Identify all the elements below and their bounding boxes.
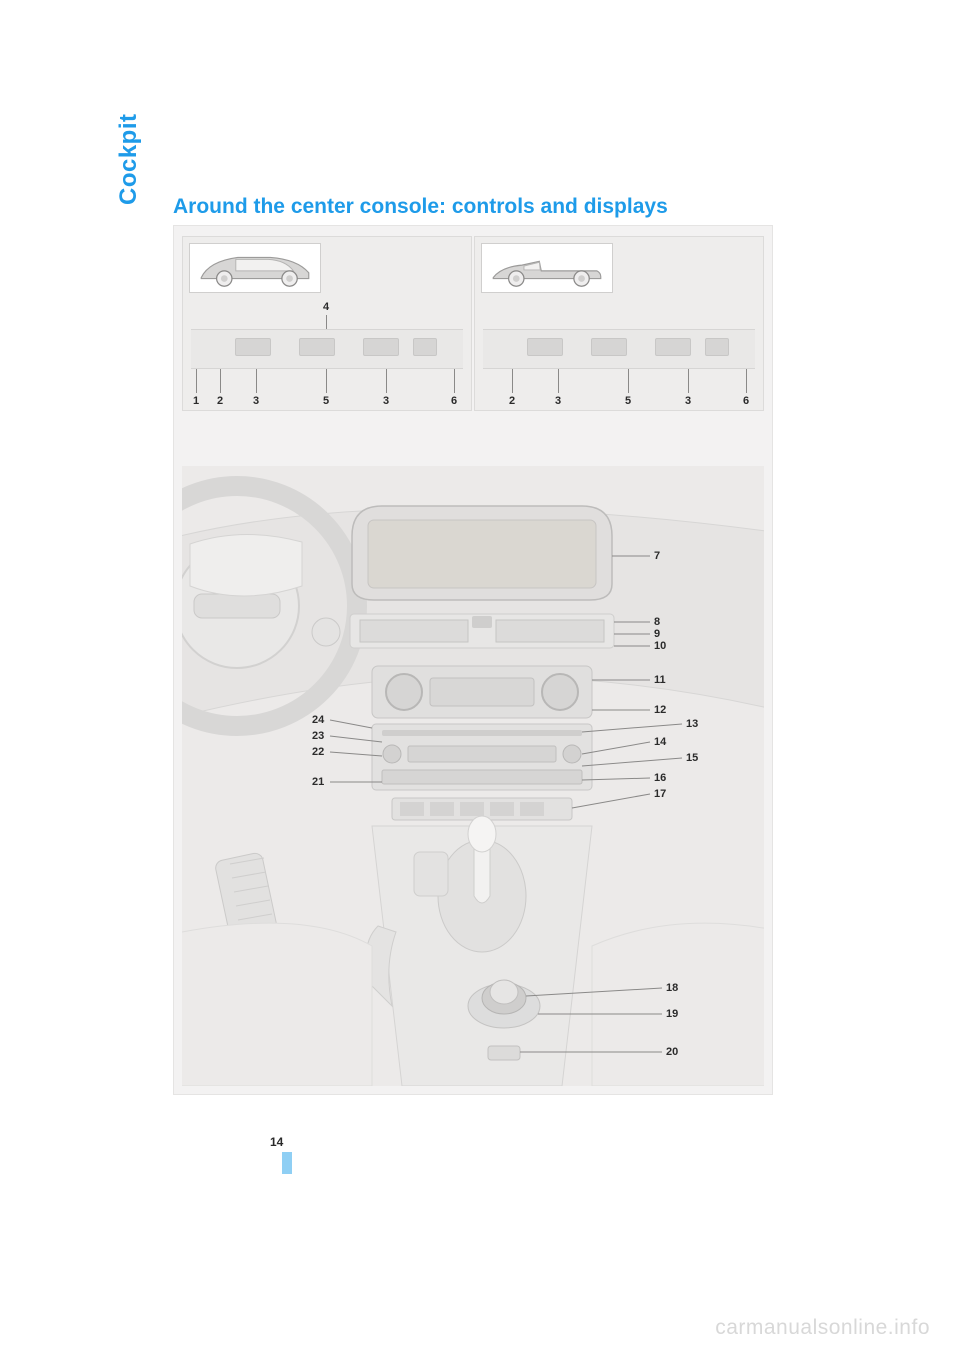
callout-3ar: 3 — [555, 395, 561, 407]
leader-line — [326, 315, 327, 329]
leader-line — [454, 369, 455, 393]
overhead-slot — [591, 338, 627, 356]
leader-line — [628, 369, 629, 393]
leader-line — [386, 369, 387, 393]
overhead-slot — [413, 338, 437, 356]
leader-line — [256, 369, 257, 393]
callout-10: 10 — [654, 640, 666, 652]
callout-20: 20 — [666, 1046, 678, 1058]
callout-16: 16 — [654, 772, 666, 784]
callout-2: 2 — [217, 395, 223, 407]
convertible-icon — [482, 244, 612, 292]
callout-3br: 3 — [685, 395, 691, 407]
callout-11: 11 — [654, 674, 666, 686]
callout-1: 1 — [193, 395, 199, 407]
callout-19: 19 — [666, 1008, 678, 1020]
overhead-panel-coupe: 4 1 2 3 5 3 6 — [182, 236, 472, 411]
overhead-slot — [527, 338, 563, 356]
callout-5: 5 — [323, 395, 329, 407]
overhead-console-coupe — [191, 329, 463, 369]
page: Cockpit Around the center console: contr… — [0, 0, 960, 1358]
overhead-slot — [655, 338, 691, 356]
callout-2r: 2 — [509, 395, 515, 407]
overhead-slot — [705, 338, 729, 356]
watermark: carmanualsonline.info — [715, 1316, 930, 1340]
callout-12: 12 — [654, 704, 666, 716]
center-console-illustration: 7 8 9 10 11 12 13 14 15 16 17 18 19 20 2… — [182, 466, 764, 1086]
page-number: 14 — [270, 1135, 283, 1149]
leader-line — [746, 369, 747, 393]
callout-23: 23 — [312, 730, 324, 742]
side-section-text: Cockpit — [115, 113, 142, 205]
overhead-slot — [299, 338, 335, 356]
callout-22: 22 — [312, 746, 324, 758]
leader-line — [196, 369, 197, 393]
leader-line — [512, 369, 513, 393]
car-silhouette-convertible — [481, 243, 613, 293]
callout-24: 24 — [312, 714, 324, 726]
overhead-panel-convertible: 2 3 5 3 6 — [474, 236, 764, 411]
callout-3a: 3 — [253, 395, 259, 407]
page-heading: Around the center console: controls and … — [173, 195, 668, 219]
callout-13: 13 — [686, 718, 698, 730]
callout-15: 15 — [686, 752, 698, 764]
callout-17: 17 — [654, 788, 666, 800]
car-silhouette-coupe — [189, 243, 321, 293]
overhead-slot — [235, 338, 271, 356]
callout-5r: 5 — [625, 395, 631, 407]
overhead-console-convertible — [483, 329, 755, 369]
callout-6: 6 — [451, 395, 457, 407]
page-number-marker — [282, 1152, 292, 1174]
callout-14: 14 — [654, 736, 666, 748]
coupe-icon — [190, 244, 320, 292]
callout-6r: 6 — [743, 395, 749, 407]
callout-9: 9 — [654, 628, 660, 640]
callout-4: 4 — [323, 301, 329, 313]
callout-7: 7 — [654, 550, 660, 562]
leader-line — [220, 369, 221, 393]
callout-18: 18 — [666, 982, 678, 994]
overhead-slot — [363, 338, 399, 356]
side-section-label: Cockpit — [115, 113, 143, 205]
callout-3b: 3 — [383, 395, 389, 407]
callout-21: 21 — [312, 776, 324, 788]
leader-line — [558, 369, 559, 393]
leader-line — [326, 369, 327, 393]
heading-text: Around the center console: controls and … — [173, 195, 668, 218]
main-figure: 4 1 2 3 5 3 6 — [173, 225, 773, 1095]
callout-8: 8 — [654, 616, 660, 628]
leader-line — [688, 369, 689, 393]
